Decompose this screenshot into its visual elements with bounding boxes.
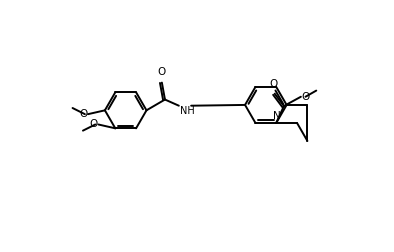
Text: NH: NH [180, 107, 195, 116]
Text: O: O [158, 67, 166, 77]
Text: N: N [273, 111, 281, 121]
Text: O: O [89, 119, 98, 130]
Text: O: O [269, 79, 277, 89]
Text: O: O [79, 109, 87, 119]
Text: O: O [302, 92, 310, 102]
